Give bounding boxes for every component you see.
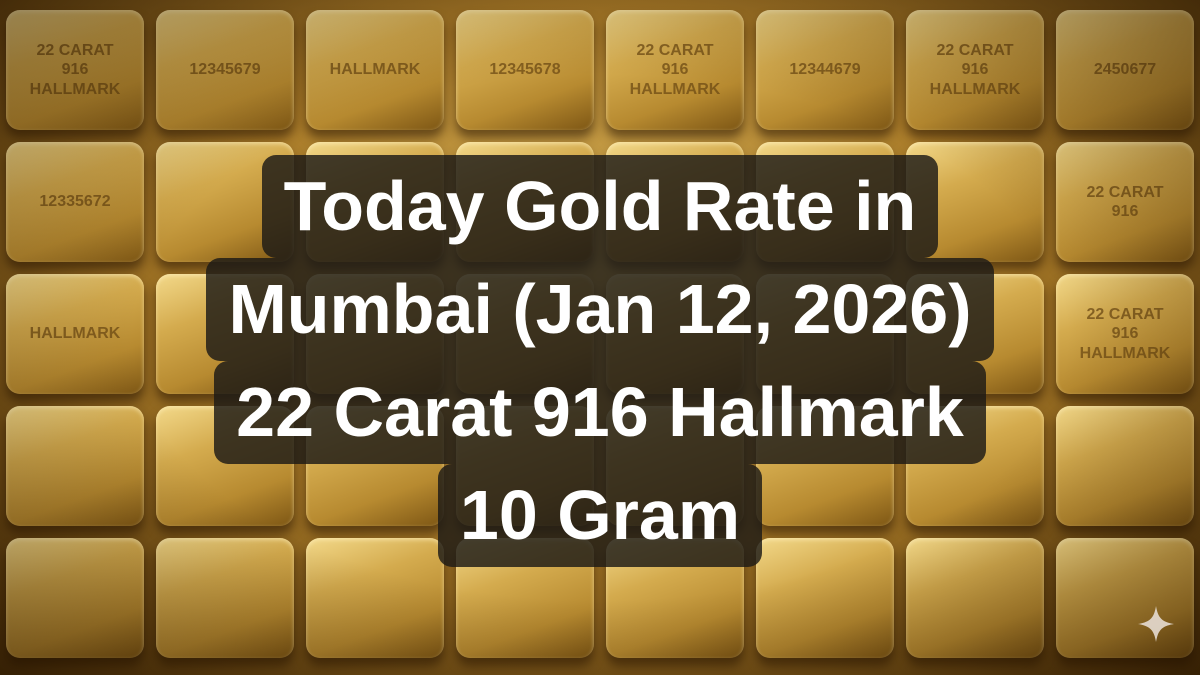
gold-bar [156, 538, 294, 658]
gold-bar [306, 538, 444, 658]
gold-bar-stamp: 22 CARAT 916 HALLMARK [606, 10, 744, 130]
gold-bar-stamp: 22 CARAT 916 HALLMARK [1056, 274, 1194, 394]
gold-bar [6, 538, 144, 658]
gold-bar [1056, 406, 1194, 526]
gold-bar-stamp: 12335672 [6, 142, 144, 262]
gold-bar-stamp: 12344679 [756, 10, 894, 130]
gold-bar-stamp: 22 CARAT 916 [1056, 142, 1194, 262]
headline-line-2: Mumbai (Jan 12, 2026) [206, 258, 994, 361]
headline-line-4: 10 Gram [437, 464, 763, 567]
gold-bar-stamp: HALLMARK [306, 10, 444, 130]
gold-bar-stamp: 22 CARAT 916 HALLMARK [6, 10, 144, 130]
gold-bar [906, 538, 1044, 658]
headline-panel: Today Gold Rate in Mumbai (Jan 12, 2026)… [0, 155, 1200, 567]
sparkle-icon [1138, 606, 1174, 642]
gold-bar [6, 406, 144, 526]
gold-bar-stamp: HALLMARK [6, 274, 144, 394]
gold-bar [756, 538, 894, 658]
gold-bar-stamp: 12345679 [156, 10, 294, 130]
gold-bar-stamp: 22 CARAT 916 HALLMARK [906, 10, 1044, 130]
gold-bar-stamp: 2450677 [1056, 10, 1194, 130]
gold-bar-stamp: 12345678 [456, 10, 594, 130]
gold-bar [1056, 538, 1194, 658]
headline-line-1: Today Gold Rate in [261, 155, 939, 258]
headline-line-3: 22 Carat 916 Hallmark [214, 361, 986, 464]
